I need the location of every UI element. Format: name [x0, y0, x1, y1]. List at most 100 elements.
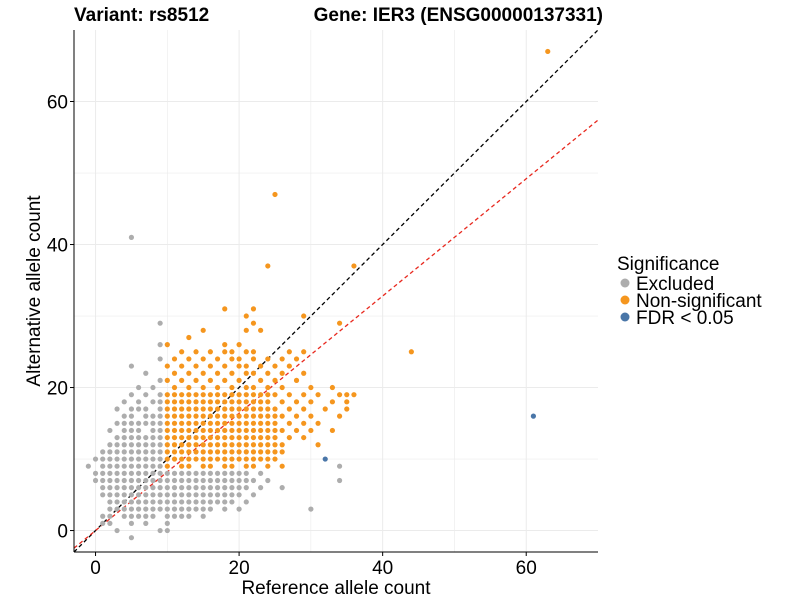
point-excluded [186, 485, 192, 491]
point-non-significant [214, 449, 221, 455]
point-non-significant [171, 406, 178, 412]
point-non-significant [265, 392, 271, 398]
point-non-significant [207, 413, 213, 419]
point-non-significant [329, 384, 336, 391]
point-non-significant [250, 449, 257, 455]
point-non-significant [258, 413, 264, 419]
point-excluded [121, 463, 127, 469]
reference-lines [74, 30, 598, 552]
point-non-significant [243, 427, 249, 434]
point-non-significant [164, 434, 170, 441]
point-excluded [164, 470, 170, 476]
point-excluded [143, 406, 149, 412]
point-excluded [157, 399, 163, 405]
point-excluded [179, 470, 185, 476]
point-excluded [157, 434, 163, 441]
point-non-significant [214, 442, 221, 448]
point-non-significant [229, 442, 235, 448]
point-excluded [92, 470, 99, 476]
point-non-significant [279, 399, 285, 405]
point-excluded [171, 492, 178, 498]
point-excluded [128, 470, 135, 476]
point-non-significant [250, 427, 257, 434]
point-excluded [207, 492, 213, 498]
point-excluded [136, 485, 142, 491]
point-non-significant [179, 463, 185, 469]
point-excluded [150, 456, 156, 462]
point-excluded [179, 492, 185, 498]
point-excluded [150, 492, 156, 498]
point-non-significant [272, 406, 278, 412]
point-non-significant [336, 392, 343, 398]
point-non-significant [193, 420, 199, 426]
point-non-significant [229, 420, 235, 426]
point-non-significant [250, 356, 257, 362]
point-excluded [243, 470, 249, 476]
point-non-significant [207, 456, 213, 462]
point-non-significant [222, 449, 228, 455]
x-tick-label: 0 [90, 558, 101, 579]
point-excluded [128, 392, 135, 398]
point-non-significant [164, 342, 170, 348]
point-non-significant [236, 363, 242, 369]
point-excluded [171, 477, 178, 484]
point-excluded [265, 477, 271, 484]
point-excluded [186, 499, 192, 505]
point-excluded [143, 420, 149, 426]
point-non-significant [265, 449, 271, 455]
point-non-significant [272, 392, 278, 398]
point-non-significant [200, 434, 206, 441]
point-non-significant [214, 406, 221, 412]
point-non-significant [308, 384, 314, 391]
point-excluded [121, 470, 127, 476]
legend-title: Significance [617, 254, 719, 275]
point-excluded [150, 427, 156, 434]
point-excluded [193, 499, 199, 505]
point-excluded [186, 506, 192, 512]
point-non-significant [265, 434, 271, 441]
point-excluded [136, 513, 142, 519]
title-gene: Gene: IER3 (ENSG00000137331) [314, 5, 603, 26]
point-excluded [107, 506, 113, 512]
point-excluded [136, 406, 142, 412]
point-non-significant [236, 377, 242, 383]
point-excluded [128, 449, 135, 455]
point-non-significant [171, 413, 178, 419]
point-excluded [179, 513, 185, 519]
point-non-significant [293, 427, 300, 434]
point-excluded [128, 442, 135, 448]
point-non-significant [243, 399, 249, 405]
point-excluded [114, 470, 120, 476]
point-excluded [114, 456, 120, 462]
point-non-significant [193, 442, 199, 448]
point-non-significant [243, 413, 249, 419]
point-non-significant [186, 392, 192, 398]
point-excluded [143, 470, 149, 476]
point-excluded [179, 477, 185, 484]
point-non-significant [207, 363, 213, 369]
point-non-significant [179, 406, 185, 412]
point-excluded [229, 477, 235, 484]
point-excluded [164, 499, 170, 505]
point-non-significant [171, 456, 178, 462]
point-non-significant [164, 420, 170, 426]
point-non-significant [250, 463, 257, 469]
point-non-significant [193, 456, 199, 462]
point-non-significant [207, 442, 213, 448]
point-excluded [171, 499, 178, 505]
point-excluded [100, 470, 106, 476]
point-non-significant [222, 349, 228, 355]
point-non-significant [229, 427, 235, 434]
point-excluded [136, 470, 142, 476]
point-non-significant [258, 434, 264, 441]
point-non-significant [301, 434, 307, 441]
point-excluded [128, 456, 135, 462]
point-non-significant [164, 392, 170, 398]
point-excluded [157, 420, 163, 426]
point-excluded [222, 499, 228, 505]
point-non-significant [179, 456, 185, 462]
point-non-significant [301, 420, 307, 426]
point-fdr-0-05 [322, 456, 328, 462]
point-non-significant [229, 384, 235, 391]
point-excluded [157, 449, 163, 455]
